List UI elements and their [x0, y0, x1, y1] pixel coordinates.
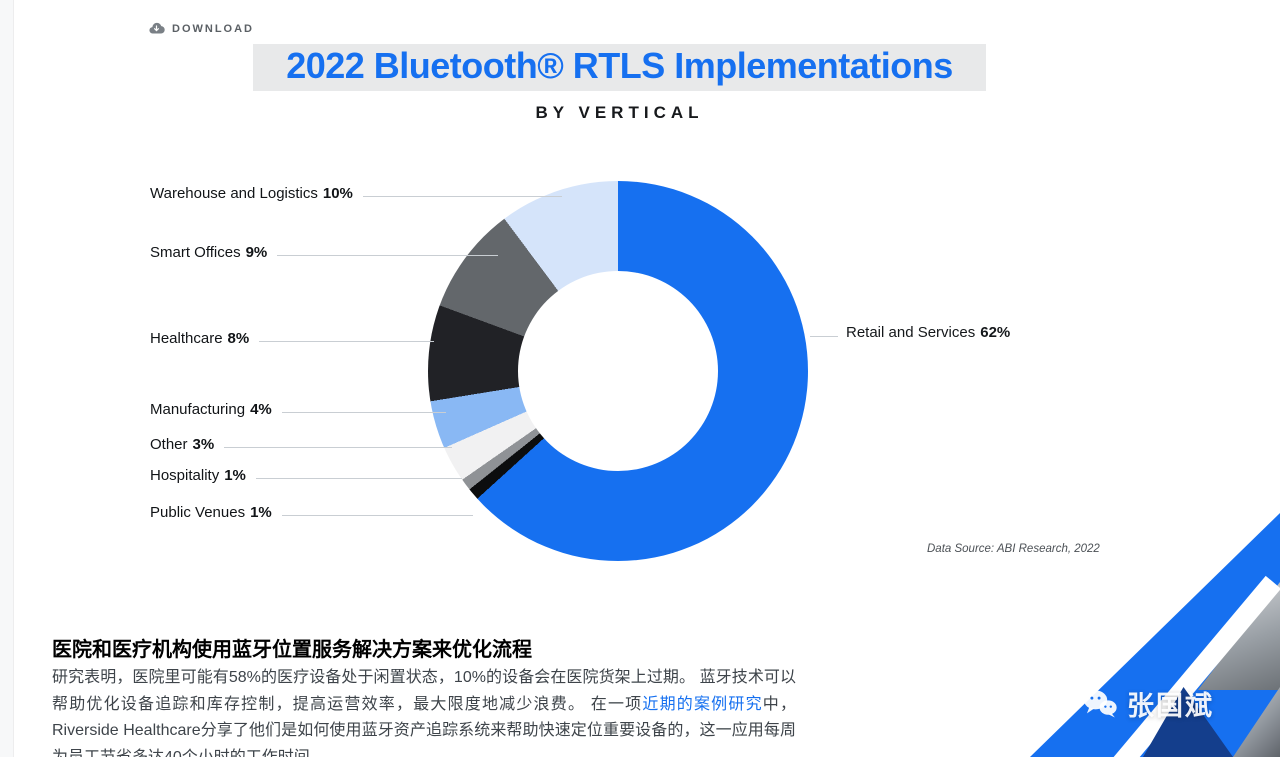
callout-public-venues: Public Venues 1% — [150, 504, 473, 521]
callout-manufacturing: Manufacturing 4% — [150, 401, 446, 418]
download-button[interactable]: DOWNLOAD — [148, 20, 254, 37]
leader-line — [259, 341, 434, 342]
leader-line — [281, 412, 446, 413]
callout-value: 10% — [322, 185, 353, 202]
case-study-link[interactable]: 近期的案例研究 — [642, 695, 763, 713]
wechat-icon — [1082, 689, 1118, 718]
chart-subtitle: BY VERTICAL — [535, 103, 704, 122]
callout-value: 8% — [227, 330, 250, 347]
callout-label: Retail and Services — [846, 324, 976, 341]
watermark: 张国斌 — [1082, 684, 1214, 723]
callout-warehouse: Warehouse and Logistics 10% — [150, 185, 562, 202]
callout-label: Manufacturing — [150, 401, 246, 418]
leader-line — [810, 336, 838, 337]
callout-label: Smart Offices — [150, 244, 241, 261]
callout-value: 1% — [250, 504, 272, 521]
title-banner — [253, 44, 986, 91]
article-paragraph: 研究表明，医院里可能有58%的医疗设备处于闲置状态，10%的设备会在医院货架上过… — [52, 665, 796, 757]
callout-other: Other 3% — [150, 436, 452, 453]
leader-line — [277, 255, 498, 256]
donut-chart — [428, 181, 808, 561]
callout-value: 9% — [245, 244, 268, 261]
watermark-name: 张国斌 — [1127, 691, 1214, 721]
callout-label: Warehouse and Logistics — [150, 185, 318, 202]
data-source-note: Data Source: ABI Research, 2022 — [927, 543, 1100, 555]
callout-value: 4% — [250, 401, 272, 418]
leader-line — [281, 515, 473, 516]
chart-title: 2022 Bluetooth® RTLS Implementations — [286, 45, 953, 86]
download-cloud-icon — [148, 20, 165, 37]
callout-label: Healthcare — [150, 330, 223, 347]
leader-line — [255, 478, 462, 479]
callout-healthcare: Healthcare 8% — [150, 330, 434, 347]
callout-label: Public Venues — [150, 504, 246, 521]
paragraph-text: 中，Riverside Healthcare分享了他们是如何使用蓝牙资产追踪系统… — [52, 695, 796, 757]
download-label: DOWNLOAD — [172, 22, 254, 35]
page-left-gutter — [0, 0, 14, 757]
leader-line — [224, 447, 452, 448]
callout-smart-offices: Smart Offices 9% — [150, 244, 498, 261]
donut-hole — [518, 271, 718, 471]
callout-value: 62% — [980, 324, 1011, 341]
callout-value: 3% — [192, 436, 215, 453]
leader-line — [362, 196, 562, 197]
callout-value: 1% — [224, 467, 246, 484]
callout-retail: Retail and Services 62% — [810, 324, 1010, 341]
article-heading: 医院和医疗机构使用蓝牙位置服务解决方案来优化流程 — [52, 639, 532, 661]
paragraph-text: 研究表明，医院里可能有58%的医疗设备处于闲置状态，10%的设备会在医院货架上过… — [52, 669, 796, 713]
callout-hospitality: Hospitality 1% — [150, 467, 462, 484]
callout-label: Hospitality — [150, 467, 220, 484]
callout-label: Other — [150, 436, 188, 453]
